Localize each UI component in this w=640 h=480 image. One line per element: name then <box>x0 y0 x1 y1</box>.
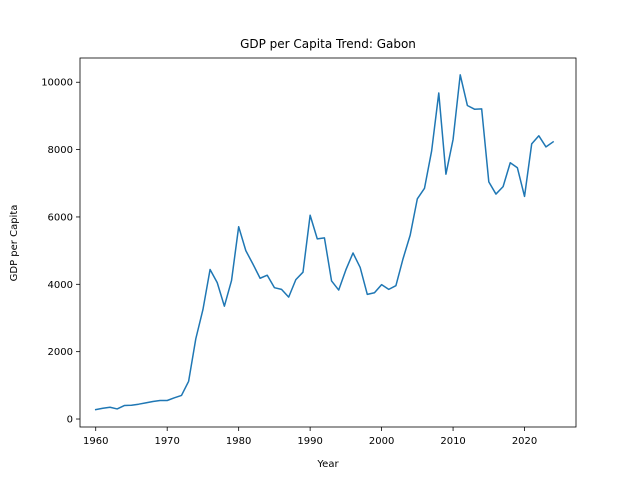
y-tick-label: 2000 <box>48 347 73 358</box>
y-axis-label: GDP per Capita <box>9 205 20 282</box>
plot-area <box>79 57 577 428</box>
y-tick-label: 8000 <box>48 145 73 156</box>
axes-frame <box>79 57 577 428</box>
x-tick-label: 1990 <box>297 436 322 447</box>
x-tick-label: 1980 <box>226 436 251 447</box>
y-tick-label: 0 <box>67 415 73 426</box>
x-tick-label: 1960 <box>83 436 108 447</box>
x-axis-label: Year <box>316 459 339 470</box>
chart-title: GDP per Capita Trend: Gabon <box>240 37 416 51</box>
x-tick-label: 2020 <box>512 436 537 447</box>
y-axis-ticks: 0 2000 4000 6000 8000 10000 <box>41 78 80 426</box>
series-line <box>94 74 555 411</box>
x-axis-ticks: 1960 1970 1980 1990 2000 2010 2020 <box>83 427 537 447</box>
x-tick-label: 2000 <box>369 436 394 447</box>
y-tick-label: 4000 <box>48 280 73 291</box>
x-tick-label: 2010 <box>440 436 465 447</box>
y-tick-label: 6000 <box>48 212 73 223</box>
y-tick-label: 10000 <box>41 78 73 89</box>
x-tick-label: 1970 <box>154 436 179 447</box>
